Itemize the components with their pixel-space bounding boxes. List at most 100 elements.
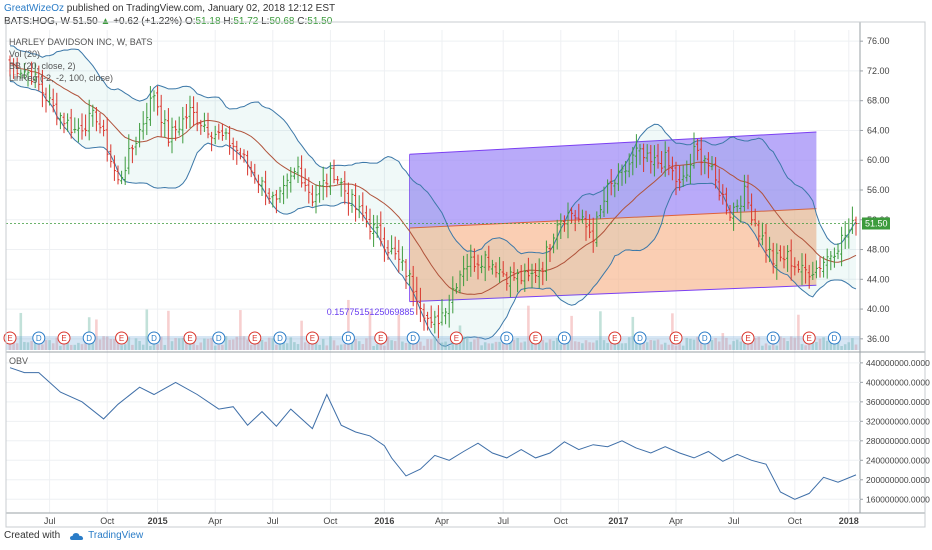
volume-bar <box>825 340 829 350</box>
price-bar <box>102 119 106 137</box>
dividend-marker[interactable]: D <box>341 331 355 345</box>
price-bar <box>487 245 491 271</box>
volume-bar <box>624 343 627 350</box>
dividend-label: D <box>36 334 42 343</box>
earnings-marker[interactable]: E <box>305 331 319 345</box>
volume-bar <box>271 338 275 350</box>
obv-pane: 440000000.0000 400000000.0000 360000000.00… <box>6 356 930 504</box>
earnings-marker[interactable]: E <box>449 331 463 345</box>
price-bar <box>55 92 59 126</box>
volume-bar <box>685 337 689 350</box>
time-tick-label: Apr <box>208 516 222 526</box>
dividend-marker[interactable]: D <box>827 331 841 345</box>
price-bar <box>210 131 214 152</box>
volume-bar <box>307 343 311 350</box>
volume-bar <box>516 337 519 350</box>
tradingview-logo[interactable]: TradingView <box>70 530 143 541</box>
price-bar <box>58 112 62 130</box>
regression-annotation: 0.1577515125069885 <box>327 307 415 317</box>
price-bar <box>76 118 80 143</box>
earnings-marker[interactable]: E <box>183 331 197 345</box>
volume-bar <box>667 344 671 350</box>
dividend-marker[interactable]: D <box>82 331 96 345</box>
dividend-marker[interactable]: D <box>557 331 571 345</box>
earnings-label: E <box>378 334 383 343</box>
brand-label: TradingView <box>88 530 144 541</box>
volume-bar <box>768 345 771 350</box>
price-bar <box>458 270 462 294</box>
volume-bar <box>62 344 66 350</box>
dividend-marker[interactable]: D <box>500 331 514 345</box>
bollinger-fill <box>10 45 856 347</box>
price-bar <box>408 269 412 286</box>
dividend-marker[interactable]: D <box>147 331 161 345</box>
dividend-marker[interactable]: D <box>32 331 46 345</box>
price-tick-label: 72.00 <box>867 66 890 76</box>
dividend-marker[interactable]: D <box>766 331 780 345</box>
volume-bar <box>465 336 469 350</box>
price-bar <box>829 251 833 271</box>
price-bar <box>8 55 12 77</box>
dividend-marker[interactable]: D <box>406 331 420 345</box>
dividend-marker[interactable]: D <box>633 331 647 345</box>
price-bar <box>156 85 160 116</box>
volume-bar <box>437 339 440 350</box>
earnings-marker[interactable]: E <box>802 331 816 345</box>
earnings-marker[interactable]: E <box>669 331 683 345</box>
earnings-marker[interactable]: E <box>608 331 622 345</box>
earnings-label: E <box>454 334 459 343</box>
volume-bar <box>120 345 123 350</box>
volume-bar <box>469 341 473 350</box>
volume-bar <box>473 339 476 350</box>
price-bar <box>368 208 372 240</box>
earnings-label: E <box>119 334 124 343</box>
price-bar <box>652 145 656 177</box>
price-bar <box>220 123 224 141</box>
price-tick-label: 68.00 <box>867 96 890 106</box>
earnings-marker[interactable]: E <box>3 331 17 345</box>
chart-canvas[interactable]: 0.1577515125069885 E D E D E D E D E D E D E D E D E D E D E D… <box>0 0 932 530</box>
earnings-marker[interactable]: E <box>115 331 129 345</box>
volume-bar <box>602 340 606 350</box>
earnings-marker[interactable]: E <box>57 331 71 345</box>
earnings-circle <box>449 331 463 345</box>
dividend-label: D <box>216 334 222 343</box>
dividend-marker[interactable]: D <box>212 331 226 345</box>
earnings-marker[interactable]: E <box>741 331 755 345</box>
price-bar <box>375 215 379 238</box>
earnings-circle <box>3 331 17 345</box>
dividend-marker[interactable]: D <box>273 331 287 345</box>
legend: HARLEY DAVIDSON INC, W, BATS Vol (20) BB (… <box>9 37 153 83</box>
earnings-marker[interactable]: E <box>529 331 543 345</box>
volume-bar <box>782 338 786 350</box>
volume-bar <box>498 341 501 350</box>
dividend-label: D <box>410 334 416 343</box>
price-tick-label: 44.00 <box>867 274 890 284</box>
dividend-marker[interactable]: D <box>698 331 712 345</box>
volume-bar <box>710 340 714 350</box>
volume-bar <box>476 337 480 350</box>
earnings-circle <box>529 331 543 345</box>
volume-bar <box>329 336 332 350</box>
price-bar <box>634 134 638 168</box>
earnings-marker[interactable]: E <box>248 331 262 345</box>
author-link[interactable]: GreatWizeOz <box>4 3 65 14</box>
price-bar <box>688 153 692 185</box>
price-bar <box>66 113 70 132</box>
time-tick-label: Jul <box>44 516 56 526</box>
earnings-marker[interactable]: E <box>374 331 388 345</box>
dividend-label: D <box>346 334 352 343</box>
price-bar <box>476 254 480 280</box>
volume-bar <box>368 311 372 350</box>
volume-bar <box>613 341 617 350</box>
price-bar <box>285 173 289 199</box>
volume-bar <box>264 341 267 350</box>
price-bar <box>238 147 242 160</box>
price-bar <box>159 94 163 138</box>
price-bar <box>343 171 347 205</box>
volume-bar <box>775 345 779 350</box>
volume-bar <box>847 342 851 350</box>
price-bar <box>138 122 142 148</box>
volume-bar <box>797 314 800 350</box>
